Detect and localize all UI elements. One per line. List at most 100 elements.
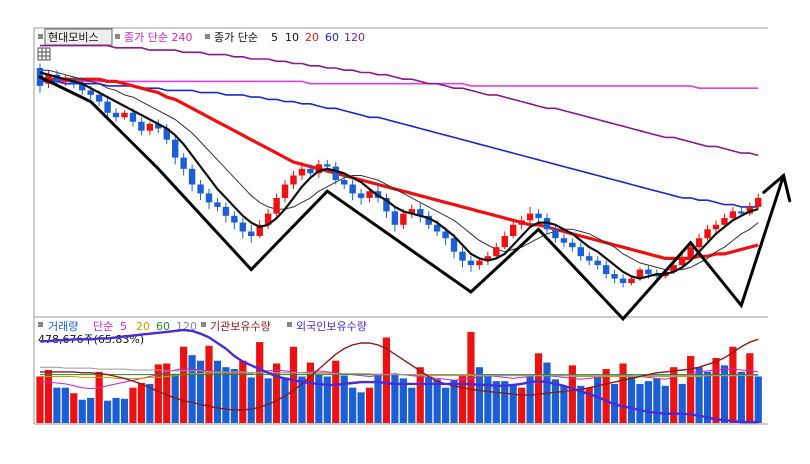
candle-body <box>729 211 737 219</box>
volume-bar <box>264 378 272 423</box>
volume-bar <box>137 383 145 423</box>
volume-label: 거래량 <box>48 320 78 333</box>
volume-bar <box>104 400 112 423</box>
volume-bar <box>213 360 222 423</box>
volume-bar <box>95 371 103 423</box>
candle-body <box>636 269 644 279</box>
legend-marker <box>38 322 43 327</box>
volume-line-기관보유수량 <box>40 338 759 411</box>
volume-bar <box>442 387 450 423</box>
candle-body <box>121 112 128 118</box>
candle-body <box>476 260 483 266</box>
candle-body <box>273 197 280 214</box>
volume-bar <box>120 398 129 423</box>
ma20-period: 20 <box>305 31 319 44</box>
volume-bar <box>754 376 762 423</box>
legend-marker <box>201 322 206 327</box>
volume-bar <box>619 363 627 423</box>
volume-bar <box>78 399 86 423</box>
candle-body <box>611 274 618 279</box>
volume-bar <box>391 374 399 423</box>
candle-body <box>45 74 52 84</box>
price-legend: 현대모비스 종가 단순 240 종가 단순 5 10 20 60 120 <box>37 28 365 61</box>
ma-prefix-label: 종가 단순 <box>214 31 258 44</box>
volume-bar <box>560 385 568 423</box>
candle-body <box>493 247 500 257</box>
candle-body <box>239 222 246 232</box>
volume-bar <box>374 373 382 423</box>
candle-body <box>172 139 179 158</box>
volume-bar <box>746 353 754 423</box>
candle-body <box>417 209 424 216</box>
volume-bar <box>340 375 348 423</box>
volume-bar <box>475 367 483 423</box>
candle-body <box>577 247 584 257</box>
candle-body <box>264 213 272 225</box>
candle-body <box>526 213 534 221</box>
candle-body <box>112 112 120 118</box>
candle-body <box>602 265 610 275</box>
candle-body <box>586 256 593 261</box>
candle-body <box>400 213 407 225</box>
ma5-period: 5 <box>271 31 278 44</box>
volume-bar <box>653 378 661 423</box>
volume-bar <box>323 376 331 423</box>
volume-bar <box>670 367 678 423</box>
volume-bar <box>44 369 53 423</box>
candle-body <box>87 90 94 95</box>
candle-body <box>349 184 356 194</box>
candle-body <box>535 213 542 219</box>
zigzag-trend-line <box>38 75 786 322</box>
candle-body <box>442 231 449 239</box>
volume-bar <box>247 377 255 423</box>
volume-bar <box>518 387 526 423</box>
candle-body <box>222 206 230 216</box>
volume-bar <box>112 397 120 423</box>
candle-body <box>180 157 187 169</box>
ma5-line <box>39 71 759 280</box>
volume-bar <box>568 365 576 423</box>
volume-bar <box>306 362 314 423</box>
volume-bar <box>146 383 154 423</box>
volume-bar <box>526 376 534 423</box>
stock-name[interactable]: 현대모비스 <box>48 31 99 44</box>
candle-body <box>188 168 196 185</box>
candle-body <box>197 184 204 194</box>
volume-plot <box>36 328 762 424</box>
volume-bar <box>154 364 162 423</box>
volume-bar <box>585 387 593 423</box>
volume-bar <box>594 376 602 423</box>
volume-bar <box>298 376 306 423</box>
candle-body <box>324 164 331 167</box>
candle-body <box>467 260 475 266</box>
volume-bar <box>509 383 517 423</box>
candle-body <box>248 231 255 236</box>
volume-ma5-period: 5 <box>120 320 127 333</box>
candle-body <box>205 193 213 203</box>
candle-body <box>231 215 238 223</box>
volume-bar <box>196 360 205 423</box>
volume-bar <box>551 379 560 423</box>
candle-body <box>281 184 289 198</box>
candle-body <box>155 124 162 129</box>
volume-bar <box>61 387 69 423</box>
candle-body <box>315 164 323 174</box>
volume-bar <box>129 387 137 423</box>
volume-bar <box>534 353 543 423</box>
volume-bar <box>467 331 475 423</box>
candle-body <box>391 211 399 225</box>
volume-bar <box>636 383 644 423</box>
volume-bar <box>703 371 712 423</box>
candle-body <box>357 193 365 198</box>
volume-bar <box>357 392 365 423</box>
volume-bar <box>332 360 340 423</box>
volume-bar <box>273 363 281 423</box>
candle-body <box>560 238 568 243</box>
candle-body <box>307 168 314 174</box>
candle-body <box>383 197 390 212</box>
table-icon[interactable] <box>37 47 51 61</box>
volume-bar <box>289 346 298 423</box>
legend-marker <box>115 34 120 39</box>
volume-bar <box>720 365 729 423</box>
candle-body <box>712 224 720 230</box>
